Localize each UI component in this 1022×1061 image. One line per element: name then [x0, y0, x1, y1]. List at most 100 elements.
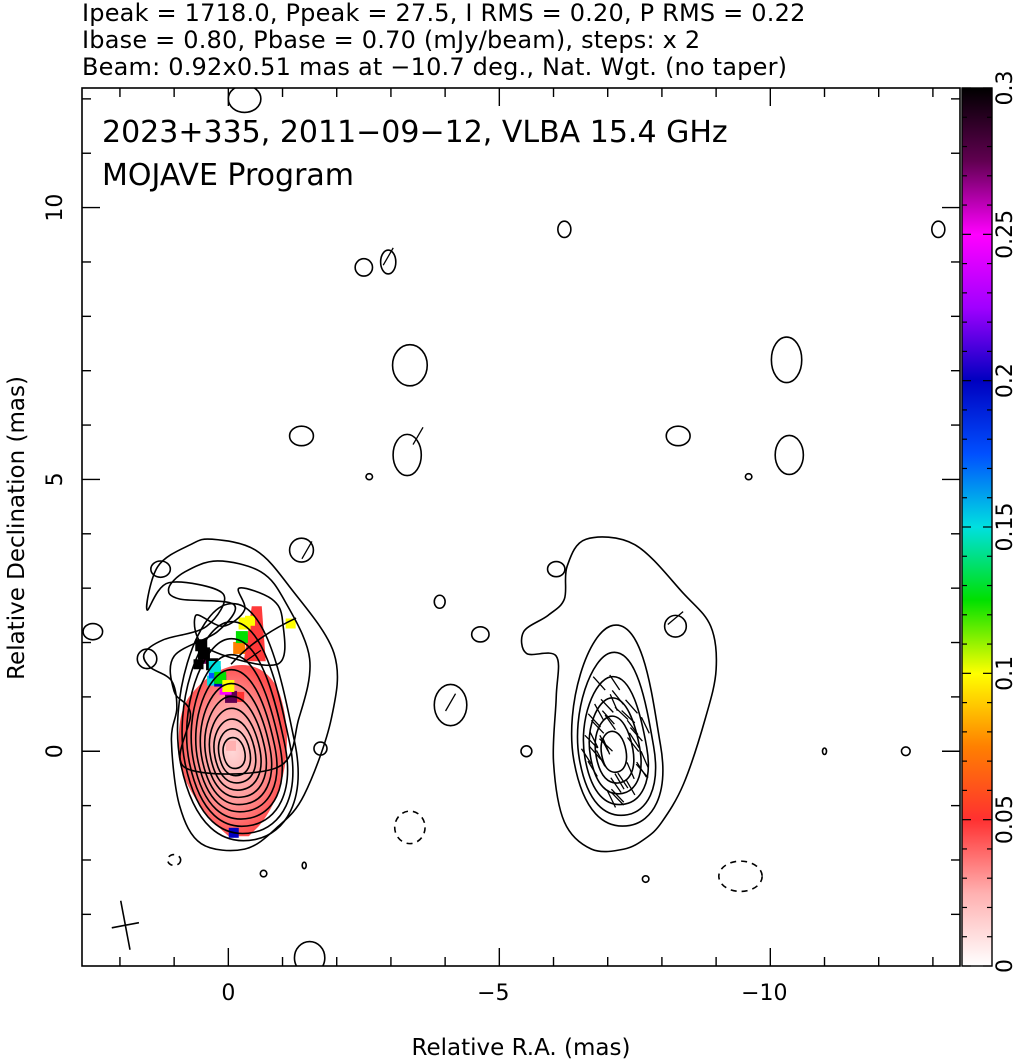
polarized-intensity-contour — [600, 730, 628, 774]
fractional-polarization-image — [178, 606, 296, 838]
beam-cross — [111, 900, 140, 950]
contour-layer — [82, 88, 946, 966]
stokes-i-contour — [199, 682, 273, 806]
program-title: MOJAVE Program — [102, 158, 354, 193]
negative-contour — [718, 860, 763, 893]
stokes-i-contour — [213, 718, 257, 784]
evpa-vector — [589, 731, 599, 749]
noise-contour — [136, 648, 158, 670]
polarization-pixel — [238, 617, 251, 630]
evpa-vector — [584, 734, 598, 749]
evpa-vector — [628, 732, 640, 749]
header-peak-line: Ipeak = 1718.0, Ppeak = 27.5, I RMS = 0.… — [82, 0, 806, 27]
colorbar-tick-label: 0.1 — [993, 656, 1018, 691]
evpa-vector — [301, 541, 313, 560]
noise-contour — [259, 869, 268, 878]
noise-contour — [293, 940, 326, 966]
noise-contour — [313, 741, 328, 756]
evpa-vector — [635, 763, 649, 779]
polarization-pixel — [208, 660, 221, 673]
colorbar-tick-label: 0 — [993, 959, 1018, 973]
map-header: Ipeak = 1718.0, Ppeak = 27.5, I RMS = 0.… — [82, 0, 1022, 81]
evpa-vector — [625, 778, 636, 796]
noise-contour — [770, 336, 803, 384]
evpa-vector — [601, 710, 615, 725]
noise-contour — [931, 220, 946, 239]
noise-contour — [433, 594, 446, 610]
evpa-vector — [609, 674, 621, 691]
y-tick-label: 10 — [43, 194, 68, 222]
noise-contour — [391, 343, 429, 387]
stokes-i-contour — [185, 638, 289, 827]
colorbar-tick-label: 0.2 — [993, 363, 1018, 398]
evpa-vector — [607, 790, 617, 808]
noise-contour — [900, 746, 911, 757]
evpa-vector — [580, 748, 592, 765]
noise-contour — [546, 560, 566, 578]
stokes-i-contour — [193, 587, 286, 666]
beam-minor-axis — [111, 921, 140, 929]
colorbar-tick-labels: 0 0.05 0.1 0.15 0.2 0.25 0.3 — [993, 71, 1018, 974]
source-title: 2023+335, 2011−09−12, VLBA 15.4 GHz — [102, 115, 728, 150]
colorbar-tick-label: 0.05 — [993, 795, 1018, 844]
x-tick-label: −10 — [741, 981, 787, 1006]
evpa-vector — [599, 735, 609, 752]
noise-contour — [665, 425, 691, 447]
polarized-intensity-contour — [582, 676, 650, 806]
stokes-i-contour — [176, 603, 299, 842]
axis-ticks — [82, 88, 960, 966]
evpa-vector — [625, 699, 638, 714]
stokes-i-contour — [204, 695, 268, 799]
evpa-vectors — [244, 247, 684, 808]
stokes-i-contour — [230, 617, 297, 665]
polarization-pixel — [226, 740, 237, 751]
negative-contour — [166, 853, 182, 867]
y-tick-label: 0 — [43, 744, 68, 758]
y-tick-label: 5 — [43, 472, 68, 486]
noise-contour — [433, 683, 468, 727]
axis-tick-labels: 0 −5 −10 0 5 10 — [43, 194, 788, 1006]
polarized-intensity-contour — [570, 624, 664, 827]
evpa-vector — [444, 693, 457, 712]
evpa-vector — [610, 788, 625, 803]
stokes-i-contour — [190, 654, 284, 820]
polarization-pixel — [234, 691, 245, 702]
colorbar-ticks — [962, 87, 992, 967]
evpa-vector — [667, 611, 684, 625]
evpa-vector — [626, 719, 639, 736]
noise-contour — [392, 433, 423, 477]
evpa-vector — [590, 719, 605, 734]
noise-contour — [744, 472, 753, 481]
polarized-intensity-contour — [594, 715, 635, 784]
evpa-vector — [600, 698, 614, 713]
evpa-vector — [587, 760, 598, 777]
noise-contour — [520, 745, 533, 758]
stokes-i-contour — [217, 728, 252, 777]
polarization-pixel — [233, 641, 246, 654]
stokes-i-contour — [520, 536, 718, 853]
evpa-vector — [640, 751, 649, 769]
polarization-pixel — [193, 659, 204, 670]
evpa-vector — [594, 703, 604, 721]
x-tick-label: 0 — [221, 981, 235, 1006]
header-beam-line: Beam: 0.92x0.51 mas at −10.7 deg., Nat. … — [82, 53, 788, 81]
evpa-vector — [627, 737, 640, 752]
noise-contour — [288, 425, 315, 447]
evpa-vector — [614, 706, 629, 721]
noise-contour — [354, 257, 374, 277]
noise-contour — [301, 861, 308, 870]
evpa-vector — [626, 762, 635, 780]
polarization-pixel — [285, 618, 296, 629]
noise-contour — [821, 747, 828, 756]
polarized-intensity-contour — [576, 651, 657, 817]
evpa-vector — [244, 649, 262, 663]
x-tick-label: −5 — [477, 981, 509, 1006]
noise-contour — [774, 434, 805, 476]
evpa-vector — [592, 676, 606, 691]
evpa-vector — [629, 727, 643, 742]
evpa-vector — [412, 426, 424, 445]
stokes-i-contour — [181, 621, 294, 835]
stokes-i-contour — [167, 560, 311, 775]
noise-contour — [557, 220, 572, 239]
